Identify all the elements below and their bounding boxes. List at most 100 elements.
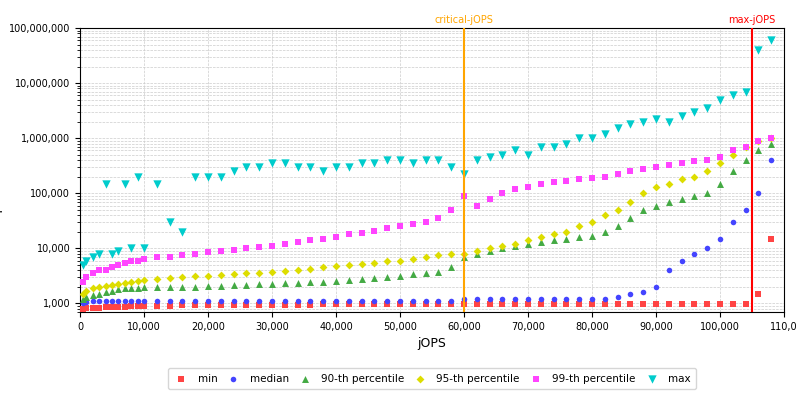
95-th percentile [106,282,118,288]
max [611,125,624,132]
min [624,300,637,307]
90-th percentile [701,190,714,196]
max [291,164,304,170]
min [739,300,752,307]
max [701,105,714,112]
max [77,262,90,268]
min [534,300,547,307]
90-th percentile [637,207,650,213]
min [611,300,624,307]
max [227,168,240,174]
max [189,174,202,180]
min [637,300,650,307]
99-th percentile [394,223,406,230]
median [522,296,534,302]
90-th percentile [432,268,445,275]
min [522,300,534,307]
95-th percentile [624,199,637,205]
90-th percentile [176,284,189,290]
99-th percentile [317,236,330,242]
99-th percentile [752,138,765,144]
95-th percentile [650,184,662,190]
99-th percentile [688,158,701,164]
95-th percentile [496,243,509,249]
90-th percentile [368,275,381,281]
90-th percentile [624,215,637,222]
95-th percentile [240,270,253,277]
max [662,118,675,125]
max [752,47,765,53]
99-th percentile [611,171,624,178]
max [765,37,778,44]
max [106,250,118,257]
95-th percentile [458,250,470,257]
99-th percentile [406,220,419,227]
median [637,289,650,296]
min [458,300,470,307]
median [726,219,739,225]
99-th percentile [368,228,381,234]
90-th percentile [765,140,778,147]
median [650,284,662,290]
95-th percentile [586,219,598,225]
min [752,290,765,297]
max [534,144,547,150]
99-th percentile [637,166,650,172]
90-th percentile [330,278,342,284]
95-th percentile [86,285,99,291]
min [163,302,176,309]
90-th percentile [106,288,118,294]
99-th percentile [381,225,394,232]
99-th percentile [458,193,470,199]
median [714,236,726,242]
max [138,245,150,252]
min [176,302,189,309]
99-th percentile [573,176,586,182]
99-th percentile [86,270,99,277]
median [560,296,573,302]
95-th percentile [419,254,432,260]
90-th percentile [86,292,99,299]
median [458,296,470,302]
90-th percentile [278,279,291,286]
99-th percentile [99,267,112,274]
median [394,298,406,304]
min [675,300,688,307]
min [547,300,560,307]
99-th percentile [714,154,726,160]
min [240,302,253,308]
min [131,303,144,309]
90-th percentile [445,264,458,271]
median [189,298,202,304]
min [214,302,227,308]
99-th percentile [586,175,598,181]
90-th percentile [688,193,701,199]
95-th percentile [688,174,701,180]
90-th percentile [214,282,227,289]
max [278,160,291,166]
max [419,157,432,163]
median [278,298,291,304]
99-th percentile [701,157,714,163]
max [483,154,496,160]
99-th percentile [266,243,278,249]
median [381,298,394,304]
Legend: min, median, 90-th percentile, 95-th percentile, 99-th percentile, max: min, median, 90-th percentile, 95-th per… [168,368,696,389]
95-th percentile [637,190,650,196]
median [611,294,624,300]
95-th percentile [445,250,458,257]
max [93,250,106,257]
min [291,302,304,308]
min [118,303,131,310]
min [99,304,112,310]
max [304,164,317,170]
90-th percentile [266,280,278,287]
99-th percentile [77,278,90,285]
median [342,298,355,304]
95-th percentile [394,257,406,264]
median [598,296,611,302]
max [176,228,189,235]
95-th percentile [342,262,355,268]
99-th percentile [483,196,496,202]
median [99,298,112,304]
